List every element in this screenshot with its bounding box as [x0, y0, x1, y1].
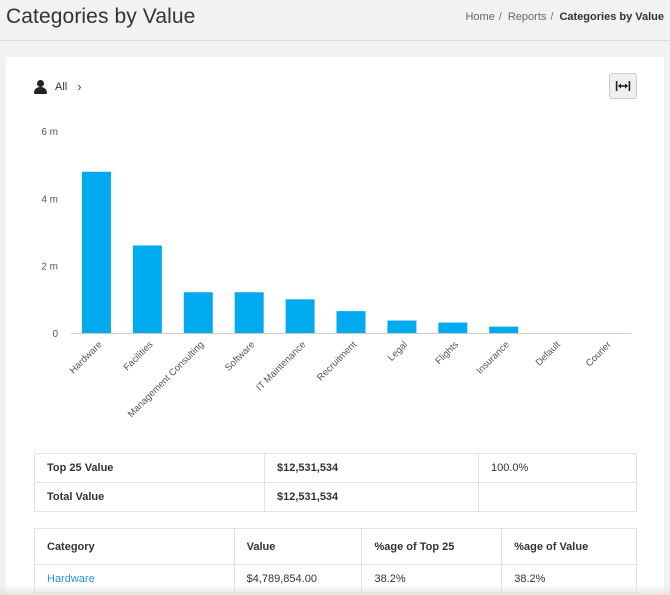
x-tick-label: Insurance [475, 339, 512, 376]
x-tick-label: IT Maintenance [254, 339, 308, 393]
column-header[interactable]: %age of Top 25 [361, 528, 503, 565]
breadcrumb-home[interactable]: Home [465, 11, 495, 23]
category-link[interactable]: Hardware [47, 572, 95, 585]
bottom-shade [0, 585, 670, 595]
bar[interactable] [285, 299, 315, 333]
y-tick-label: 0 [52, 329, 58, 340]
x-tick-label: Courier [584, 339, 614, 369]
x-tick-label: Legal [386, 339, 410, 363]
x-tick-label: Facilities [122, 339, 156, 373]
user-filter[interactable]: All › [34, 79, 82, 94]
summary-label: Top 25 Value [34, 453, 265, 483]
breadcrumb-separator: / [498, 11, 502, 23]
page-title: Categories by Value [6, 5, 196, 28]
breadcrumb-separator: / [550, 11, 554, 23]
expand-horizontal-icon [615, 81, 631, 91]
bar[interactable] [132, 245, 162, 333]
summary-value: $12,531,534 [264, 482, 479, 512]
x-tick-label: Recruitment [315, 339, 359, 383]
y-tick-label: 6 m [41, 127, 58, 138]
summary-row: Top 25 Value $12,531,534 100.0% [34, 453, 637, 483]
bar[interactable] [81, 171, 111, 333]
user-icon [34, 79, 47, 94]
expand-button[interactable] [609, 73, 637, 99]
summary-percent [478, 482, 637, 512]
x-tick-label: Hardware [68, 339, 105, 376]
x-tick-label: Default [534, 339, 563, 368]
column-header[interactable]: Category [34, 528, 235, 565]
bar[interactable] [387, 320, 417, 333]
summary-percent: 100.0% [478, 453, 637, 483]
summary-label: Total Value [34, 482, 265, 512]
top-bar: Categories by Value Home / Reports / Cat… [0, 0, 670, 41]
breadcrumb-reports[interactable]: Reports [507, 11, 547, 23]
bar[interactable] [489, 326, 519, 333]
summary-value: $12,531,534 [264, 453, 479, 483]
chevron-right-icon: › [77, 79, 82, 94]
y-tick-label: 4 m [41, 194, 58, 205]
category-table: Category Value %age of Top 25 %age of Value… [34, 528, 637, 593]
summary-row: Total Value $12,531,534 [34, 482, 637, 512]
breadcrumb-current: Categories by Value [559, 11, 664, 23]
bar[interactable] [183, 292, 213, 333]
bar[interactable] [438, 322, 468, 333]
breadcrumb: Home / Reports / Categories by Value [465, 11, 664, 23]
summary-table: Top 25 Value $12,531,534 100.0% Total Value… [34, 453, 637, 512]
x-tick-label: Flights [433, 339, 461, 367]
bar[interactable] [234, 292, 264, 333]
bar[interactable] [336, 311, 366, 333]
column-header[interactable]: Value [233, 528, 363, 565]
user-filter-label: All [55, 80, 68, 93]
x-tick-label: Software [223, 339, 257, 373]
column-header[interactable]: %age of Value [501, 528, 637, 565]
y-tick-label: 2 m [41, 262, 58, 273]
